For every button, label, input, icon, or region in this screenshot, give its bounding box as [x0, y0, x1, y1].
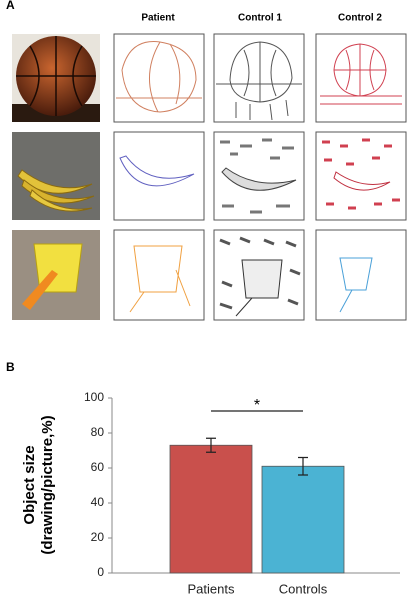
x-tick-label: Patients — [188, 581, 235, 596]
y-tick-label: 60 — [91, 460, 105, 474]
row-basketball — [12, 33, 407, 123]
bar — [261, 465, 345, 574]
x-tick-label: Controls — [279, 581, 328, 596]
column-header: Patient — [141, 13, 175, 24]
y-tick-label: 100 — [84, 390, 104, 404]
panel-label: A — [6, 0, 15, 12]
y-tick-label: 0 — [97, 565, 104, 579]
y-axis-label: Object size — [21, 445, 38, 524]
row-bucket — [12, 229, 407, 321]
bar-chart: Object size (drawing/picture,%) 0 20 40 60 8… — [21, 390, 400, 596]
error-bar — [206, 437, 216, 453]
y-tick-label: 20 — [91, 530, 105, 544]
y-tick-label: 80 — [91, 425, 105, 439]
significance-mark: * — [254, 397, 260, 414]
panel-label: B — [6, 360, 15, 374]
row-bananas — [12, 131, 407, 221]
y-axis-label: (drawing/picture,%) — [39, 415, 56, 554]
bar — [169, 444, 253, 574]
column-header: Control 2 — [338, 13, 382, 24]
column-header: Control 1 — [238, 13, 282, 24]
error-bar — [298, 456, 308, 476]
y-tick-label: 40 — [91, 495, 105, 509]
